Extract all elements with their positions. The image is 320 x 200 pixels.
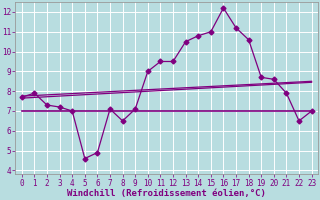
- X-axis label: Windchill (Refroidissement éolien,°C): Windchill (Refroidissement éolien,°C): [67, 189, 266, 198]
